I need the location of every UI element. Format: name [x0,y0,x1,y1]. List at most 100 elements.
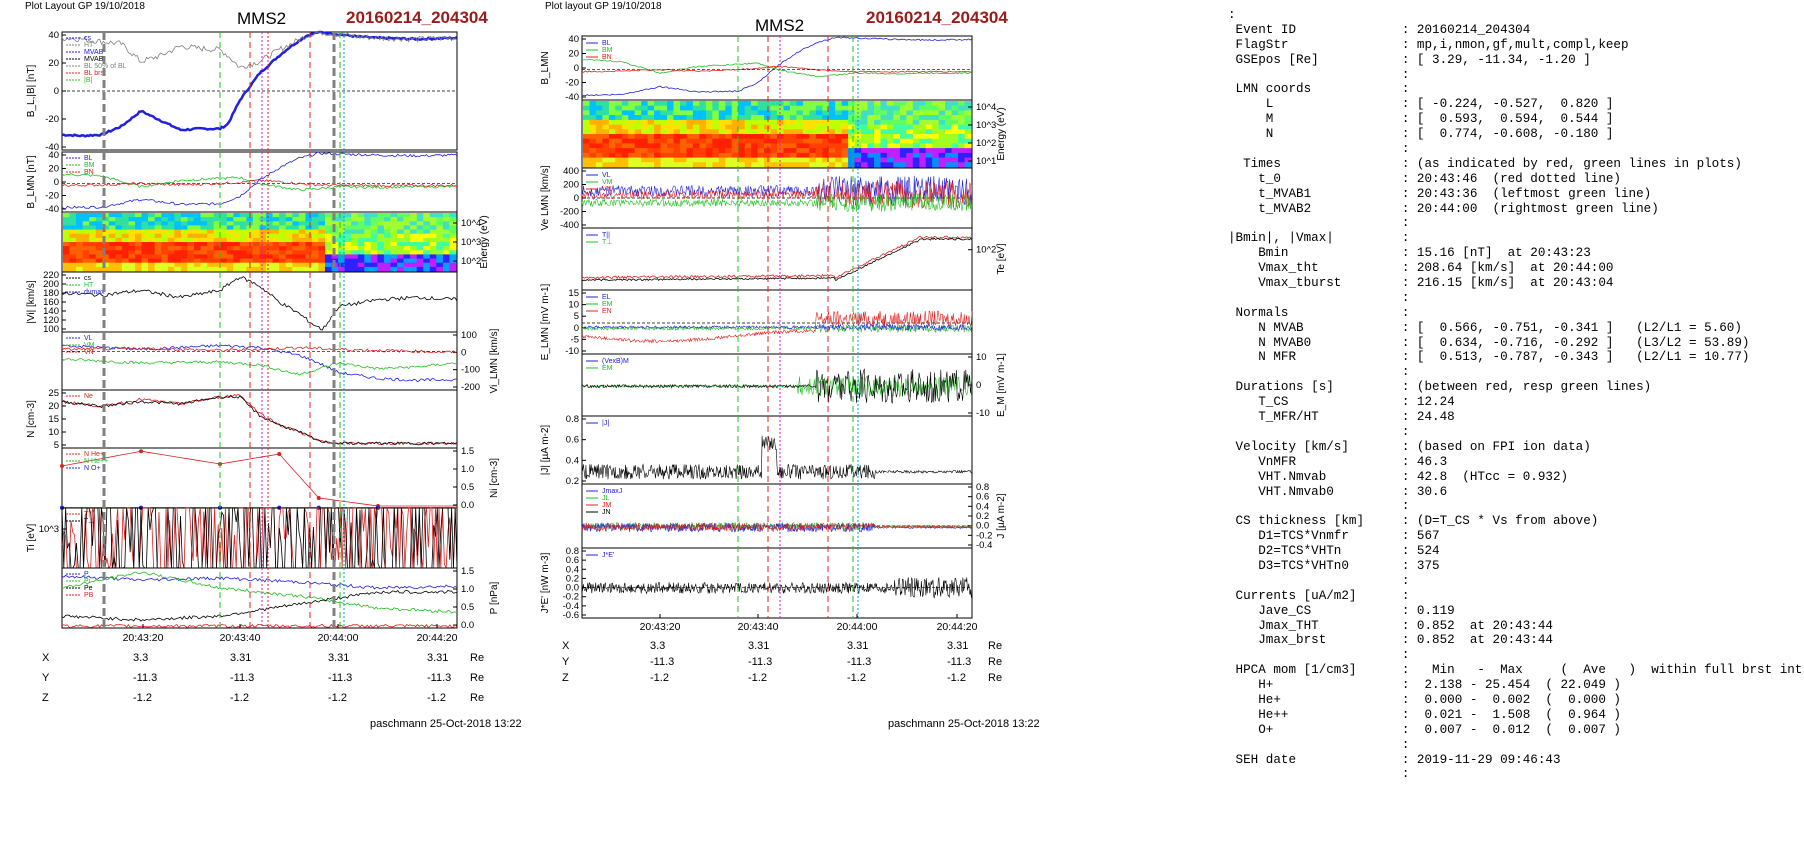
left-series-line [61,450,457,507]
right-legend-entry: J*E' [602,552,614,559]
heatmap-cell [660,148,668,154]
heatmap-cell [641,143,649,149]
heatmap-cell [777,115,785,121]
heatmap-cell [259,250,267,255]
heatmap-cell [377,237,385,243]
right-ytick-label: 0 [574,193,579,204]
heatmap-cell [751,115,759,121]
heatmap-cell [298,246,306,251]
heatmap-cell [121,246,129,251]
heatmap-cell [390,262,398,268]
heatmap-cell [712,129,720,135]
heatmap-cell [680,152,688,159]
heatmap-cell [964,162,972,168]
heatmap-cell [63,217,71,222]
heatmap-cell [770,101,778,107]
heatmap-cell [187,221,195,226]
heatmap-cell [919,129,927,135]
heatmap-cell [69,250,77,255]
heatmap-cell [383,258,391,264]
heatmap-cell [410,221,418,226]
heatmap-cell [423,213,431,218]
heatmap-cell [673,157,681,163]
left-ytick-label: -200 [461,382,480,393]
heatmap-cell [647,152,655,159]
heatmap-cell [699,119,707,126]
heatmap-cell [449,229,457,235]
heatmap-cell [318,258,326,264]
heatmap-cell [738,134,746,140]
heatmap-cell [628,124,636,130]
right-ytick-label: -10 [976,408,990,419]
heatmap-cell [945,157,953,163]
heatmap-cell [89,250,97,255]
heatmap-cell [115,233,123,239]
heatmap-cell [102,225,110,231]
right-time-label: 20:44:20 [937,621,978,633]
heatmap-cell [828,115,836,121]
heatmap-cell [660,157,668,163]
heatmap-cell [449,225,457,231]
heatmap-cell [628,105,636,111]
heatmap-cell [449,250,457,255]
heatmap-cell [822,157,830,163]
heatmap-cell [770,134,778,140]
heatmap-cell [886,105,894,111]
right-coord-z-value: -1.2 [748,672,767,684]
heatmap-cell [82,254,90,260]
right-panel-frame [581,227,973,291]
heatmap-cell [135,254,143,260]
right-panel-ylabel: |J| [µA m-2] [540,425,551,476]
heatmap-cell [89,213,97,218]
heatmap-cell [705,143,713,149]
left-ytick-label: 0.0 [461,500,474,511]
heatmap-cell [699,134,707,140]
heatmap-cell [861,138,869,144]
heatmap-cell [377,221,385,226]
right-coord-y-value: -11.3 [748,656,773,668]
heatmap-cell [608,157,616,163]
heatmap-cell [906,119,914,126]
left-ytick-label: -40 [45,204,59,215]
heatmap-cell [815,152,823,159]
heatmap-cell [292,217,300,222]
heatmap-cell [252,229,260,235]
heatmap-cell [161,217,169,222]
heatmap-cell [777,148,785,154]
heatmap-cell [410,217,418,222]
heatmap-cell [861,134,869,140]
heatmap-cell [226,266,234,272]
heatmap-cell [867,119,875,126]
heatmap-cell [364,237,372,243]
heatmap-cell [141,242,149,247]
right-ytick-label: -20 [565,78,579,89]
heatmap-cell [102,250,110,255]
heatmap-cell [802,105,810,111]
left-legend-entry: cs [84,275,92,282]
heatmap-cell [822,124,830,130]
heatmap-cell [919,110,927,116]
heatmap-cell [429,254,437,260]
heatmap-cell [621,138,629,144]
heatmap-cell [383,254,391,260]
heatmap-cell [239,229,247,235]
heatmap-cell [82,229,90,235]
right-legend-entry: EN [602,308,612,315]
heatmap-cell [351,266,359,272]
heatmap-cell [108,221,116,226]
heatmap-cell [213,250,221,255]
right-ytick-label: 400 [563,166,579,177]
heatmap-cell [174,229,182,235]
heatmap-cell [76,233,84,239]
left-coord-y-value: -11.3 [328,672,353,684]
heatmap-cell [351,246,359,251]
heatmap-cell [252,242,260,247]
heatmap-cell [200,250,208,255]
heatmap-cell [660,129,668,135]
heatmap-cell [654,110,662,116]
heatmap-cell [82,262,90,268]
heatmap-cell [416,250,424,255]
right-legend-entry: BN [602,54,612,61]
right-ytick-label: 0.8 [976,482,989,493]
heatmap-cell [364,254,372,260]
